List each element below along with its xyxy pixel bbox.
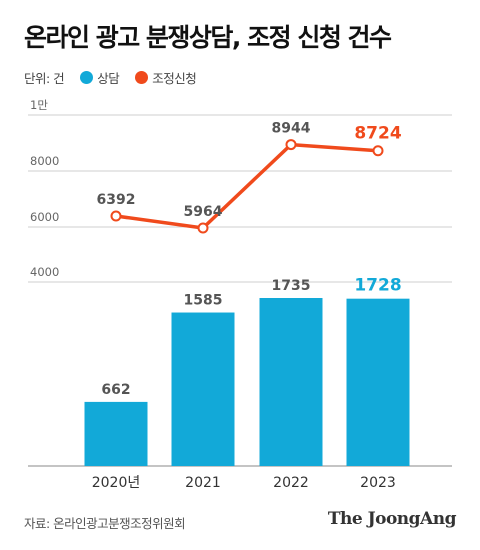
line-point-mediation xyxy=(197,222,209,234)
y-tick-label: 8000 xyxy=(30,154,59,168)
line-value-label: 8944 xyxy=(272,121,311,137)
line-point-mediation xyxy=(110,210,122,222)
bar-value-label: 662 xyxy=(101,382,130,398)
brand-logo: The JoongAng xyxy=(327,509,457,529)
bar-consultation xyxy=(259,298,323,466)
x-tick-label: 2023 xyxy=(360,475,396,491)
x-tick-label: 2022 xyxy=(273,475,309,491)
legend-item-mediation: 조정신청 xyxy=(135,68,197,87)
bar-consultation xyxy=(171,312,235,466)
bar-value-label: 1585 xyxy=(184,293,223,309)
unit-label: 단위: 건 xyxy=(24,71,65,86)
line-value-label: 6392 xyxy=(97,192,136,208)
bar-consultation xyxy=(346,298,410,466)
bar-value-label: 1735 xyxy=(272,278,311,294)
mediation-swatch xyxy=(135,71,149,84)
chart-title: 온라인 광고 분쟁상담, 조정 신청 건수 xyxy=(24,23,392,52)
legend-label-consultation: 상담 xyxy=(97,71,120,86)
source-note: 자료: 온라인광고분쟁조정위원회 xyxy=(24,516,186,531)
y-tick-label: 6000 xyxy=(30,210,59,224)
legend-label-mediation: 조정신청 xyxy=(152,71,197,86)
legend: 단위: 건 상담 조정신청 xyxy=(24,68,197,87)
x-tick-label: 2020년 xyxy=(92,475,141,491)
bar-consultation xyxy=(84,401,148,466)
y-tick-label: 4000 xyxy=(30,265,59,279)
line-point-mediation xyxy=(285,139,297,151)
consultation-swatch xyxy=(80,71,94,84)
line-value-label: 8724 xyxy=(354,124,401,144)
line-mediation xyxy=(115,142,379,230)
y-tick-label: 1만 xyxy=(30,98,48,112)
line-point-mediation xyxy=(372,145,384,157)
bar-value-label: 1728 xyxy=(354,276,401,296)
line-value-label: 5964 xyxy=(184,204,223,220)
x-tick-label: 2021 xyxy=(185,475,221,491)
legend-item-consultation: 상담 xyxy=(80,68,120,87)
